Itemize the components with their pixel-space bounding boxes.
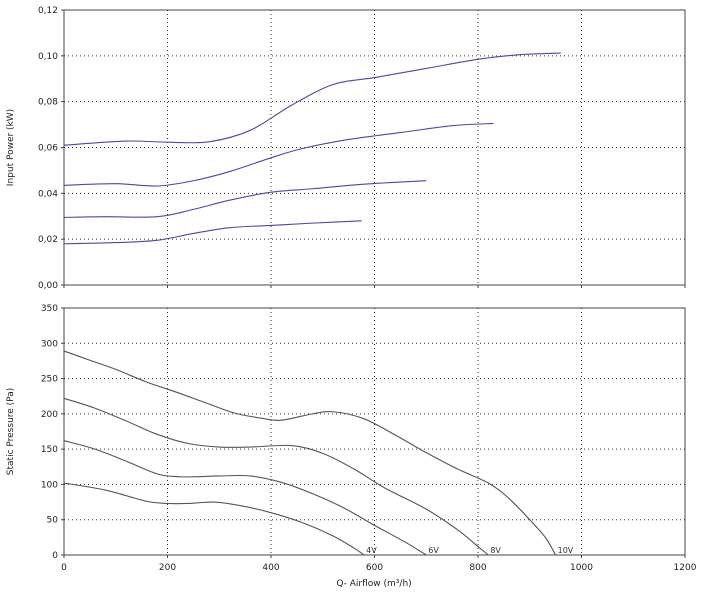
static-pressure-axis-title: Static Pressure (Pa) [6, 388, 16, 475]
y-tick-label: 0,12 [38, 6, 58, 16]
power-curve-1 [63, 220, 362, 245]
x-tick-label: 400 [262, 563, 279, 573]
y-tick-label: 100 [41, 480, 58, 490]
airflow-axis-title: Q- Airflow (m³/h) [336, 579, 411, 589]
curve-10v [63, 350, 557, 556]
power-curve-2 [63, 180, 427, 218]
y-tick-label: 300 [41, 339, 58, 349]
y-tick-label: 0 [52, 551, 58, 561]
x-tick-label: 200 [159, 563, 176, 573]
y-tick-label: 0,10 [38, 52, 58, 62]
y-tick-label: 250 [41, 375, 58, 385]
y-tick-label: 0,06 [38, 144, 58, 154]
input-power-panel: 0,00 0,02 0,04 0,06 0,08 0,10 0,12 [38, 6, 686, 291]
curve-label-10v: 10V [558, 546, 574, 555]
x-tick-label: 1000 [570, 563, 593, 573]
y-tick-label: 50 [47, 516, 59, 526]
curve-8v [63, 397, 489, 556]
y-tick-label: 350 [41, 304, 58, 314]
y-tick-label: 0,04 [38, 189, 58, 199]
curve-6v [63, 440, 427, 556]
input-power-axis-title: Input Power (kW) [6, 109, 16, 186]
power-curve-3 [63, 122, 494, 187]
curve-label-8v: 8V [490, 546, 501, 555]
y-tick-label: 150 [41, 445, 58, 455]
y-tick-label: 0,02 [38, 235, 58, 245]
y-tick-label: 0,08 [38, 98, 58, 108]
x-tick-label: 0 [61, 563, 67, 573]
x-tick-label: 1200 [674, 563, 697, 573]
x-tick-label: 800 [469, 563, 486, 573]
curve-label-4v: 4V [366, 546, 377, 555]
power-curve-4 [63, 52, 561, 146]
y-tick-label: 0,00 [38, 281, 58, 291]
static-pressure-panel: 0 50 100 150 200 250 300 350 0 200 400 600 800 1000 12… [41, 304, 697, 573]
curve-4v [63, 482, 365, 556]
curve-label-6v: 6V [428, 546, 439, 555]
x-tick-label: 600 [366, 563, 383, 573]
y-tick-label: 200 [41, 410, 58, 420]
